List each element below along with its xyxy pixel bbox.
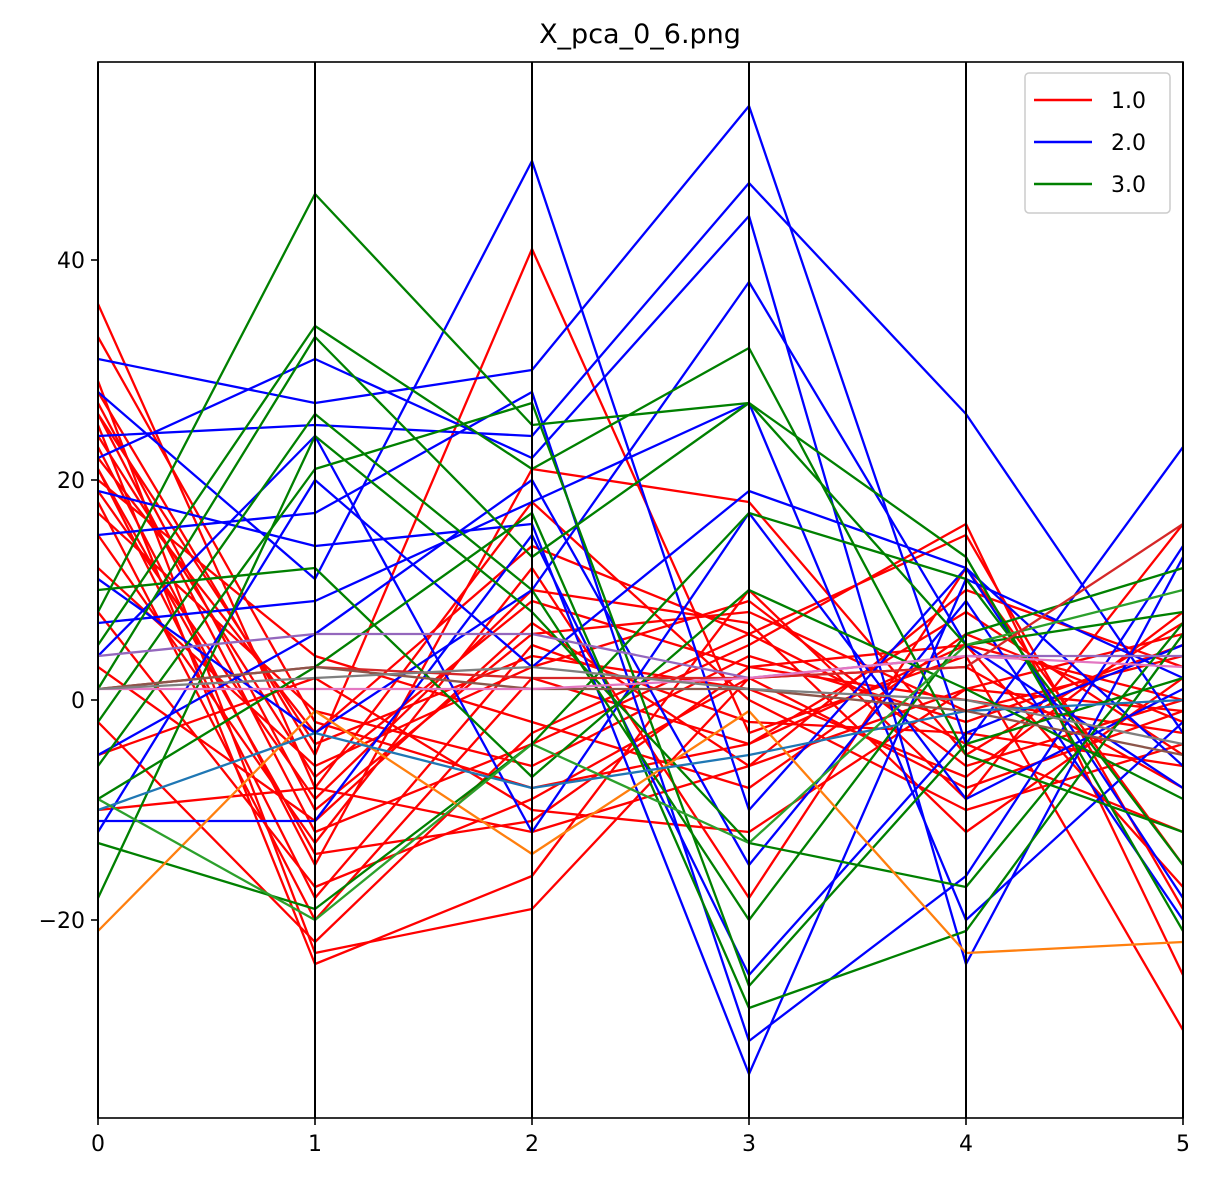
legend-label-0: 1.0 xyxy=(1111,89,1146,114)
x-tick-label-1: 1 xyxy=(308,1132,322,1157)
chart-title: X_pca_0_6.png xyxy=(539,19,741,50)
legend-label-2: 3.0 xyxy=(1111,173,1146,198)
series-line-39 xyxy=(98,412,1183,922)
series-line-49 xyxy=(98,632,1183,680)
series-lines xyxy=(98,104,1183,1076)
plot-frame xyxy=(97,61,1184,1119)
y-tick-label-3: 40 xyxy=(57,249,85,274)
x-ticks: 0 1 2 3 4 5 xyxy=(91,1118,1190,1157)
y-tick-label-0: −20 xyxy=(39,909,85,934)
series-line-16 xyxy=(98,567,1183,768)
series-line-47 xyxy=(98,588,1183,922)
series-line-51 xyxy=(98,654,1183,691)
series-line-33 xyxy=(98,478,1183,921)
series-line-46 xyxy=(98,698,1183,812)
series-line-40 xyxy=(98,401,1183,988)
series-line-36 xyxy=(98,192,1183,647)
x-tick-label-5: 5 xyxy=(1176,1132,1190,1157)
series-line-43 xyxy=(98,434,1183,899)
series-line-52 xyxy=(98,665,1183,746)
series-line-27 xyxy=(98,214,1183,966)
x-tick-label-4: 4 xyxy=(959,1132,973,1157)
y-tick-label-1: 0 xyxy=(71,689,85,714)
x-tick-label-3: 3 xyxy=(742,1132,756,1157)
series-line-25 xyxy=(98,159,1183,899)
legend: 1.0 2.0 3.0 xyxy=(1024,72,1171,214)
series-line-30 xyxy=(98,280,1183,789)
y-tick-label-2: 20 xyxy=(57,469,85,494)
series-line-26 xyxy=(98,181,1183,734)
series-line-4 xyxy=(98,402,1183,812)
series-line-38 xyxy=(98,335,1183,932)
series-line-45 xyxy=(98,709,1183,955)
series-line-35 xyxy=(98,478,1183,833)
series-line-31 xyxy=(98,401,1183,922)
series-line-22 xyxy=(98,468,1183,888)
series-line-37 xyxy=(98,324,1183,834)
series-line-17 xyxy=(98,611,1183,889)
y-ticks: −20 0 20 40 xyxy=(39,249,98,934)
legend-label-1: 2.0 xyxy=(1111,131,1146,156)
x-tick-label-0: 0 xyxy=(91,1132,105,1157)
x-tick-label-2: 2 xyxy=(525,1132,539,1157)
series-line-42 xyxy=(98,511,1183,911)
series-line-50 xyxy=(98,665,1183,757)
legend-box xyxy=(1024,72,1171,214)
